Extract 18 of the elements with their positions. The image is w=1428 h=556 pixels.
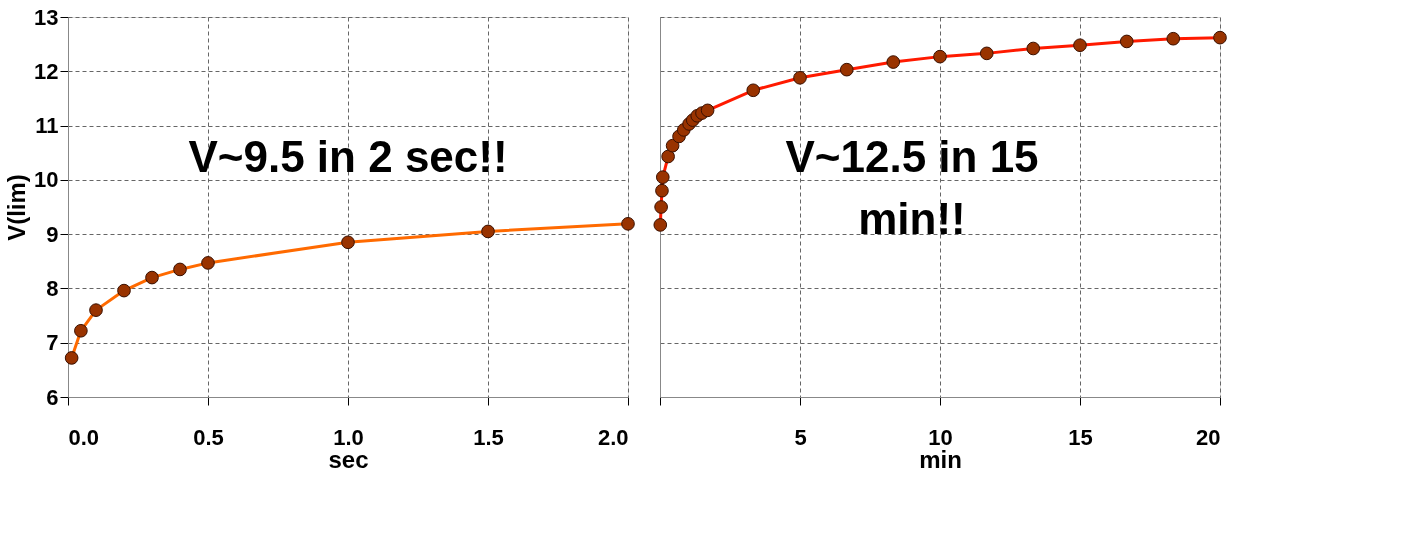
x-tick-label: 15 [1068, 424, 1093, 450]
y-tick-label: 7 [46, 330, 59, 356]
x-tick-label: 0.0 [68, 424, 100, 450]
annotation: V~9.5 in 2 sec!! [188, 132, 508, 181]
y-tick-label: 10 [34, 167, 59, 193]
y-tick-label: 9 [46, 221, 59, 247]
x-tick-label: 5 [794, 424, 807, 450]
x-tick-label: 1.5 [473, 424, 504, 450]
x-tick-label: 0.5 [193, 424, 224, 450]
x-tick-label: 2.0 [597, 424, 629, 450]
annotation: V~12.5 in 15 min!! [785, 132, 1039, 243]
y-axis-title: V(lim) [3, 174, 31, 241]
y-tick-label: 8 [46, 275, 59, 301]
y-tick-label: 11 [35, 113, 59, 139]
y-tick-label: 6 [46, 384, 59, 410]
y-tick-label: 12 [34, 58, 59, 84]
x-tick-label: 20 [1196, 424, 1221, 450]
y-tick-label: 13 [34, 4, 59, 30]
